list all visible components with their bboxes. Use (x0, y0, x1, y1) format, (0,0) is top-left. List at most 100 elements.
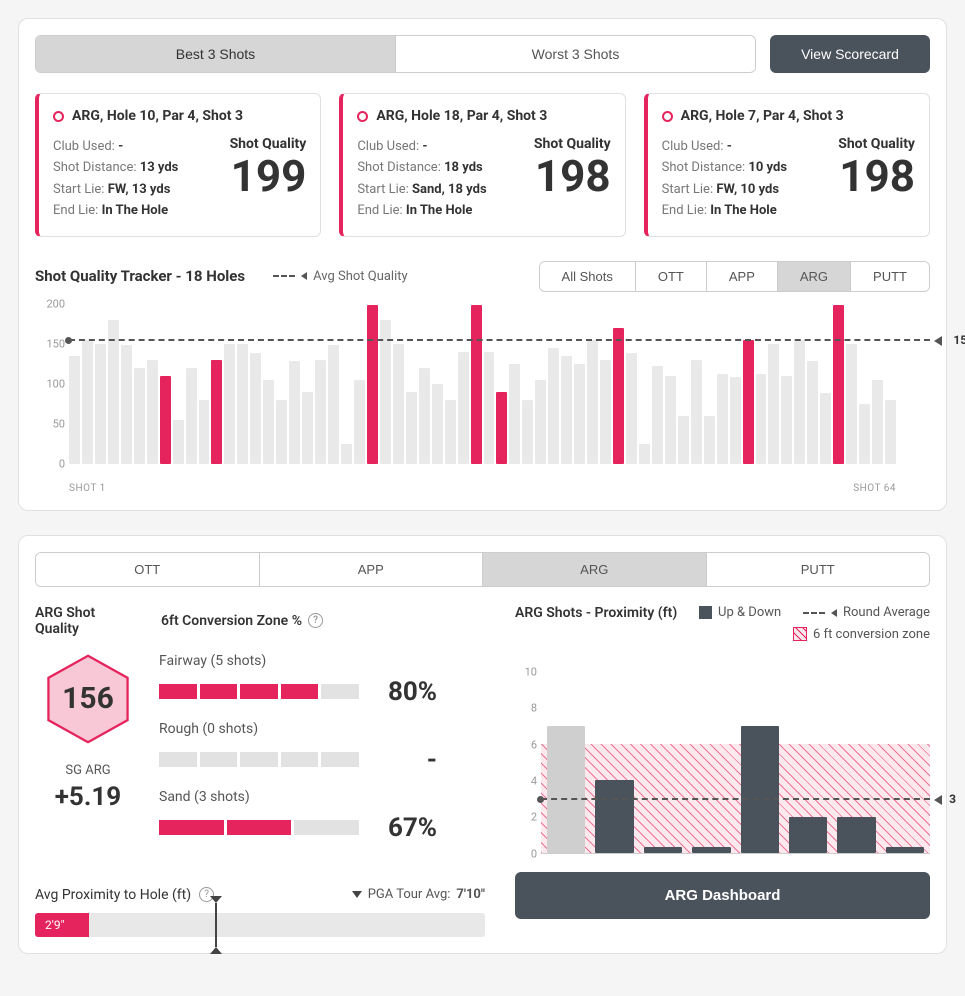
shots-segment-control: Best 3 Shots Worst 3 Shots (35, 35, 756, 73)
tracker-bar[interactable] (121, 345, 132, 463)
tracker-bar[interactable] (147, 360, 158, 464)
tracker-bar[interactable] (496, 392, 507, 464)
tracker-bar[interactable] (95, 344, 106, 464)
tracker-bar[interactable] (328, 345, 339, 463)
category-tab-arg[interactable]: ARG (482, 553, 706, 586)
prox-bar[interactable] (837, 817, 875, 853)
tracker-bar[interactable] (794, 340, 805, 464)
tracker-bar[interactable] (484, 352, 495, 464)
dashed-line-icon (273, 275, 295, 277)
tracker-bar[interactable] (134, 368, 145, 464)
tracker-tab-arg[interactable]: ARG (777, 262, 850, 291)
tracker-bar[interactable] (781, 376, 792, 464)
tracker-bar[interactable] (199, 400, 210, 464)
category-tab-putt[interactable]: PUTT (706, 553, 930, 586)
tracker-bar[interactable] (872, 380, 883, 464)
prox-bar[interactable] (547, 726, 585, 853)
tracker-bar[interactable] (678, 416, 689, 464)
tracker-bar[interactable] (587, 340, 598, 464)
shot-card[interactable]: ARG, Hole 10, Par 4, Shot 3 Club Used: -… (35, 93, 321, 237)
tracker-bar[interactable] (471, 305, 482, 463)
prox-bars (541, 654, 930, 853)
tracker-bar[interactable] (600, 360, 611, 464)
tracker-bar[interactable] (380, 320, 391, 464)
tracker-bar[interactable] (354, 380, 365, 464)
tracker-bar[interactable] (561, 356, 572, 464)
shot-card[interactable]: ARG, Hole 7, Par 4, Shot 3 Club Used: - … (644, 93, 930, 237)
tracker-bar[interactable] (69, 356, 80, 464)
tracker-bar[interactable] (846, 344, 857, 464)
shot-card[interactable]: ARG, Hole 18, Par 4, Shot 3 Club Used: -… (339, 93, 625, 237)
tracker-bar[interactable] (626, 353, 637, 463)
triangle-left-icon (831, 609, 837, 617)
avg-prox-fill: 2'9" (35, 913, 89, 937)
shot-stats: Club Used: - Shot Distance: 18 yds Start… (357, 136, 486, 222)
tracker-bar[interactable] (509, 364, 520, 464)
tracker-bar[interactable] (341, 444, 352, 464)
tracker-tab-ott[interactable]: OTT (635, 262, 706, 291)
tracker-bar[interactable] (665, 376, 676, 464)
tracker-bar[interactable] (186, 368, 197, 464)
tracker-bar[interactable] (82, 340, 93, 464)
tracker-bar[interactable] (250, 353, 261, 463)
tab-best-shots[interactable]: Best 3 Shots (36, 36, 395, 72)
tracker-bar[interactable] (833, 305, 844, 463)
pga-label: PGA Tour Avg: (368, 887, 451, 902)
help-icon[interactable]: ? (308, 613, 323, 628)
tracker-bar[interactable] (276, 400, 287, 464)
tracker-bar[interactable] (820, 393, 831, 463)
tracker-bar[interactable] (263, 380, 274, 464)
tracker-bar[interactable] (367, 305, 378, 464)
tracker-bar[interactable] (237, 344, 248, 464)
tracker-bar[interactable] (458, 352, 469, 464)
arg-dashboard-button[interactable]: ARG Dashboard (515, 872, 930, 919)
view-scorecard-button[interactable]: View Scorecard (770, 35, 930, 73)
tab-worst-shots[interactable]: Worst 3 Shots (395, 36, 755, 72)
tracker-bar[interactable] (652, 366, 663, 464)
tracker-bar[interactable] (445, 400, 456, 464)
tracker-bar[interactable] (691, 360, 702, 464)
category-tab-app[interactable]: APP (259, 553, 483, 586)
conversion-segbar (159, 820, 359, 835)
tracker-bar[interactable] (730, 377, 741, 463)
tracker-bar[interactable] (406, 392, 417, 464)
tracker-bar[interactable] (315, 360, 326, 464)
tracker-bar[interactable] (743, 340, 754, 464)
tracker-bar[interactable] (768, 344, 779, 464)
tracker-bar[interactable] (211, 360, 222, 464)
prox-bar[interactable] (789, 817, 827, 853)
tracker-bar[interactable] (160, 376, 171, 464)
prox-bar[interactable] (886, 847, 924, 852)
tracker-bar[interactable] (639, 444, 650, 464)
tracker-bar[interactable] (173, 420, 184, 464)
tracker-bar[interactable] (289, 361, 300, 463)
prox-bar[interactable] (595, 780, 633, 852)
category-tab-ott[interactable]: OTT (36, 553, 259, 586)
tracker-tab-putt[interactable]: PUTT (850, 262, 929, 291)
prox-bar[interactable] (644, 847, 682, 852)
tracker-bar[interactable] (224, 344, 235, 464)
conversion-segment (200, 752, 238, 767)
tracker-bar[interactable] (613, 328, 624, 464)
tracker-bar[interactable] (885, 400, 896, 464)
tracker-bar[interactable] (419, 368, 430, 464)
tracker-tab-all-shots[interactable]: All Shots (540, 262, 635, 291)
tracker-tab-app[interactable]: APP (706, 262, 777, 291)
tracker-bar[interactable] (574, 364, 585, 464)
x-label-right: SHOT 64 (853, 483, 896, 494)
tracker-bar[interactable] (535, 380, 546, 464)
tracker-bar[interactable] (108, 320, 119, 464)
tracker-chart-area: 156 (69, 304, 930, 464)
tracker-bar[interactable] (393, 344, 404, 464)
prox-bar[interactable] (692, 847, 730, 852)
tracker-bar[interactable] (432, 384, 443, 464)
tracker-bar[interactable] (756, 374, 767, 464)
tracker-bar[interactable] (302, 392, 313, 464)
tracker-bar[interactable] (522, 400, 533, 464)
tracker-bar[interactable] (548, 348, 559, 464)
tracker-bar[interactable] (704, 416, 715, 464)
tracker-bar[interactable] (859, 404, 870, 464)
tracker-bar[interactable] (717, 374, 728, 464)
tracker-bar[interactable] (807, 361, 818, 463)
prox-bar[interactable] (741, 726, 779, 853)
